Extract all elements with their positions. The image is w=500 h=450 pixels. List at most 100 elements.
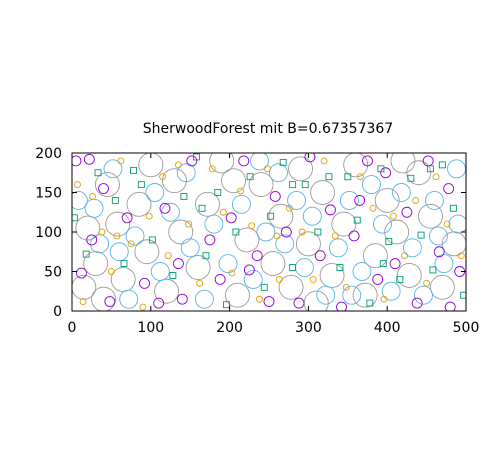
data-point-series-4-14 [232, 228, 240, 236]
data-point-series-5-12 [174, 161, 182, 169]
data-point-series-3-37 [176, 293, 188, 305]
data-point-series-4-29 [396, 275, 404, 283]
data-point-series-3-7 [121, 212, 133, 224]
data-point-series-5-29 [356, 173, 364, 181]
data-point-series-5-19 [248, 222, 256, 230]
data-point-series-1-33 [418, 203, 443, 229]
data-point-series-4-33 [438, 161, 446, 169]
data-point-series-1-37 [138, 153, 164, 178]
x-tick-label-500: 500 [453, 320, 480, 336]
data-point-series-1-5 [105, 211, 131, 237]
data-point-series-5-9 [145, 212, 153, 220]
data-point-series-3-32 [411, 297, 423, 309]
data-point-series-2-12 [204, 214, 224, 234]
data-point-series-2-31 [414, 285, 433, 305]
data-point-series-2-22 [316, 285, 336, 305]
data-point-series-3-18 [263, 296, 275, 307]
data-point-series-4-12 [214, 189, 222, 196]
data-point-series-3-3 [98, 183, 109, 195]
data-point-series-3-26 [348, 230, 360, 242]
data-point-series-3-12 [186, 155, 198, 167]
data-point-series-1-19 [268, 203, 294, 229]
data-point-series-2-13 [218, 254, 238, 274]
data-point-series-2-16 [256, 222, 276, 242]
data-point-series-2-7 [145, 183, 165, 202]
data-point-series-2-4 [103, 159, 123, 179]
data-point-series-4-1 [72, 214, 78, 222]
data-point-series-5-31 [380, 295, 388, 303]
data-point-series-3-27 [362, 155, 373, 167]
data-point-series-5-21 [263, 165, 271, 173]
data-point-series-2-33 [434, 254, 454, 274]
data-point-series-1-31 [396, 263, 422, 288]
data-point-series-2-39 [342, 285, 362, 305]
data-point-series-5-23 [286, 204, 293, 212]
data-point-series-3-4 [76, 267, 87, 279]
data-point-series-5-40 [273, 232, 281, 240]
data-point-series-1-16 [234, 227, 260, 253]
data-point-series-1-25 [331, 211, 357, 237]
data-point-series-1-27 [352, 282, 378, 308]
data-point-series-5-33 [401, 252, 408, 260]
x-tick-label-400: 400 [374, 320, 401, 336]
data-point-series-4-22 [325, 173, 333, 181]
data-point-series-3-1 [72, 155, 82, 167]
data-point-series-3-40 [444, 301, 456, 311]
data-point-series-4-24 [344, 173, 352, 181]
data-point-series-2-15 [243, 269, 263, 289]
data-point-series-1-10 [161, 168, 187, 194]
data-point-series-2-38 [250, 153, 269, 171]
y-tick-label-0: 0 [53, 304, 62, 320]
data-point-series-4-18 [279, 159, 287, 166]
data-point-series-5-32 [390, 212, 397, 220]
data-point-series-1-8 [134, 239, 160, 265]
data-point-series-4-8 [169, 272, 177, 279]
data-point-series-5-35 [423, 279, 431, 287]
data-point-series-4-20 [301, 181, 309, 189]
data-point-series-3-21 [293, 297, 305, 309]
data-point-series-1-36 [91, 286, 116, 311]
data-point-series-4-3 [94, 169, 102, 177]
data-point-series-2-18 [275, 234, 295, 254]
data-point-series-2-26 [361, 175, 381, 195]
data-point-series-2-30 [402, 238, 422, 258]
data-point-series-4-25 [353, 216, 361, 224]
data-point-series-1-15 [225, 282, 250, 308]
data-point-series-1-1 [72, 274, 97, 300]
data-point-series-1-38 [221, 168, 246, 194]
data-point-series-4-19 [289, 264, 297, 271]
data-point-series-1-24 [319, 263, 345, 288]
data-point-series-1-18 [260, 251, 286, 277]
data-point-series-5-20 [256, 295, 263, 303]
data-point-series-5-1 [74, 181, 81, 189]
data-point-series-2-19 [287, 190, 307, 210]
data-point-series-2-6 [125, 226, 145, 246]
data-point-series-3-34 [433, 246, 445, 258]
data-point-series-4-32 [429, 266, 437, 274]
y-tick-label-200: 200 [35, 146, 62, 162]
data-point-series-4-36 [130, 166, 137, 174]
data-point-series-5-11 [164, 252, 172, 260]
data-point-series-4-9 [180, 192, 188, 200]
data-point-series-1-28 [362, 243, 388, 269]
data-point-series-5-10 [159, 173, 167, 181]
data-point-series-4-27 [377, 165, 385, 173]
data-point-series-1-29 [374, 187, 400, 213]
data-point-series-1-23 [310, 180, 336, 205]
data-point-series-3-2 [83, 153, 95, 165]
data-point-series-2-2 [84, 198, 104, 218]
data-point-series-4-13 [222, 301, 230, 309]
data-point-series-5-16 [219, 208, 227, 216]
data-point-series-1-40 [390, 153, 416, 174]
data-point-series-5-28 [342, 283, 350, 291]
data-point-series-5-22 [275, 275, 283, 283]
data-point-series-1-35 [441, 231, 466, 257]
data-point-series-3-30 [389, 258, 401, 270]
data-point-series-5-37 [443, 220, 451, 228]
data-point-series-1-30 [384, 219, 410, 245]
data-point-series-5-26 [320, 157, 328, 165]
data-point-series-5-36 [432, 173, 440, 181]
data-point-series-1-7 [126, 191, 152, 217]
data-point-series-3-16 [238, 155, 250, 167]
data-point-series-1-6 [110, 266, 136, 292]
